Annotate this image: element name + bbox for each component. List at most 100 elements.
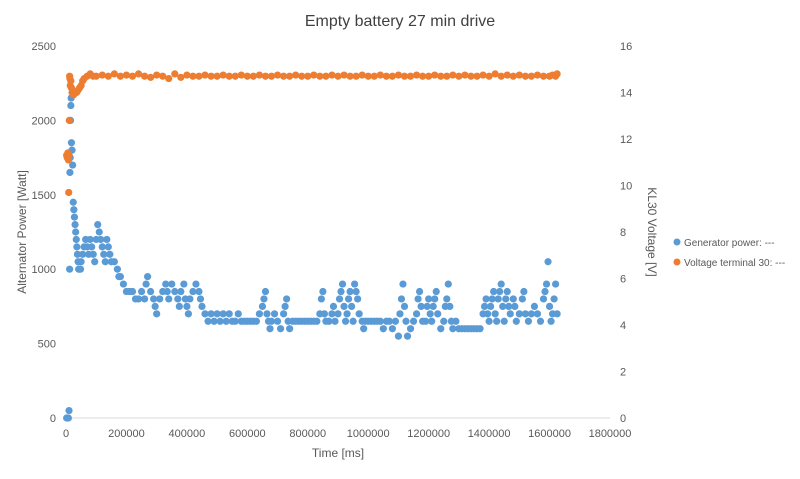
data-point [338,280,347,288]
data-point [103,235,111,244]
data-point [409,317,418,325]
data-point [207,72,215,80]
data-point [249,72,257,80]
y-tick-label: 2000 [32,115,56,127]
data-point [270,310,279,318]
data-point [128,72,137,80]
data-point [455,72,463,80]
data-point [428,317,436,325]
data-point [110,258,118,266]
y2-tick-label: 14 [620,88,632,100]
x-tick-label: 1600000 [528,428,571,440]
data-point [503,71,511,79]
data-point [533,310,542,318]
data-point [273,71,282,79]
data-point [91,258,99,266]
x-tick-label: 1400000 [468,428,511,440]
data-point [183,302,191,310]
data-point [515,310,523,318]
data-point [255,310,264,318]
data-point [352,72,360,80]
data-point [66,265,74,273]
data-point [153,310,161,318]
data-point [195,287,203,296]
data-point [511,302,519,310]
y2-tick-label: 12 [620,134,632,146]
data-point [403,332,412,340]
y2-tick-label: 0 [620,413,626,425]
data-point [69,161,77,169]
data-point [313,317,321,325]
data-point [195,72,203,80]
data-point [70,213,79,221]
y-tick-label: 1000 [32,264,56,276]
data-point [354,295,362,303]
data-point [142,280,150,288]
data-point [140,72,149,80]
data-point [422,317,430,325]
data-point [490,287,498,296]
x-tick-label: 200000 [108,428,145,440]
data-point [258,302,267,310]
data-point [425,295,433,303]
data-point [263,310,271,318]
data-point [122,71,131,79]
data-point [396,310,404,318]
data-point [385,317,393,325]
data-point [506,310,514,318]
data-point [150,295,158,303]
data-point [252,317,260,325]
data-point [175,302,183,310]
data-point [553,310,561,318]
data-point [416,287,424,296]
data-point [177,73,185,81]
data-point [388,72,396,80]
data-point [231,72,239,80]
data-point [351,280,359,288]
data-point [426,310,434,318]
data-point [98,243,106,251]
data-point [283,295,291,303]
data-point [340,71,348,79]
data-point [536,317,545,325]
data-point [553,70,561,78]
data-point [485,72,493,80]
data-point [355,310,363,318]
data-point [499,302,507,310]
data-point [509,295,517,303]
data-point [449,71,457,79]
data-point [273,317,282,325]
data-point [334,310,342,318]
data-point [219,310,227,318]
data-point [159,72,167,80]
data-point [266,325,274,333]
data-point [423,302,431,310]
data-point [503,287,511,296]
data-point [533,71,542,79]
data-point [348,302,356,310]
data-point [484,310,492,318]
data-point [97,235,105,244]
data-point [402,317,410,325]
data-point [544,258,552,266]
y-axis-title: Alternator Power [Watt] [15,170,29,294]
data-point [334,72,342,80]
data-point [473,72,481,80]
data-point [452,317,460,325]
data-point [119,280,128,288]
data-point [86,235,94,244]
data-point [144,273,152,281]
data-point [400,72,409,80]
data-point [162,280,170,288]
data-point [213,72,221,80]
data-point [174,295,182,303]
data-point [171,287,179,296]
data-point [65,116,73,124]
data-point [267,72,276,80]
data-point [328,310,336,318]
data-point [140,295,149,303]
data-point [552,280,560,288]
y-tick-label: 1500 [32,190,56,202]
data-point [527,310,536,318]
